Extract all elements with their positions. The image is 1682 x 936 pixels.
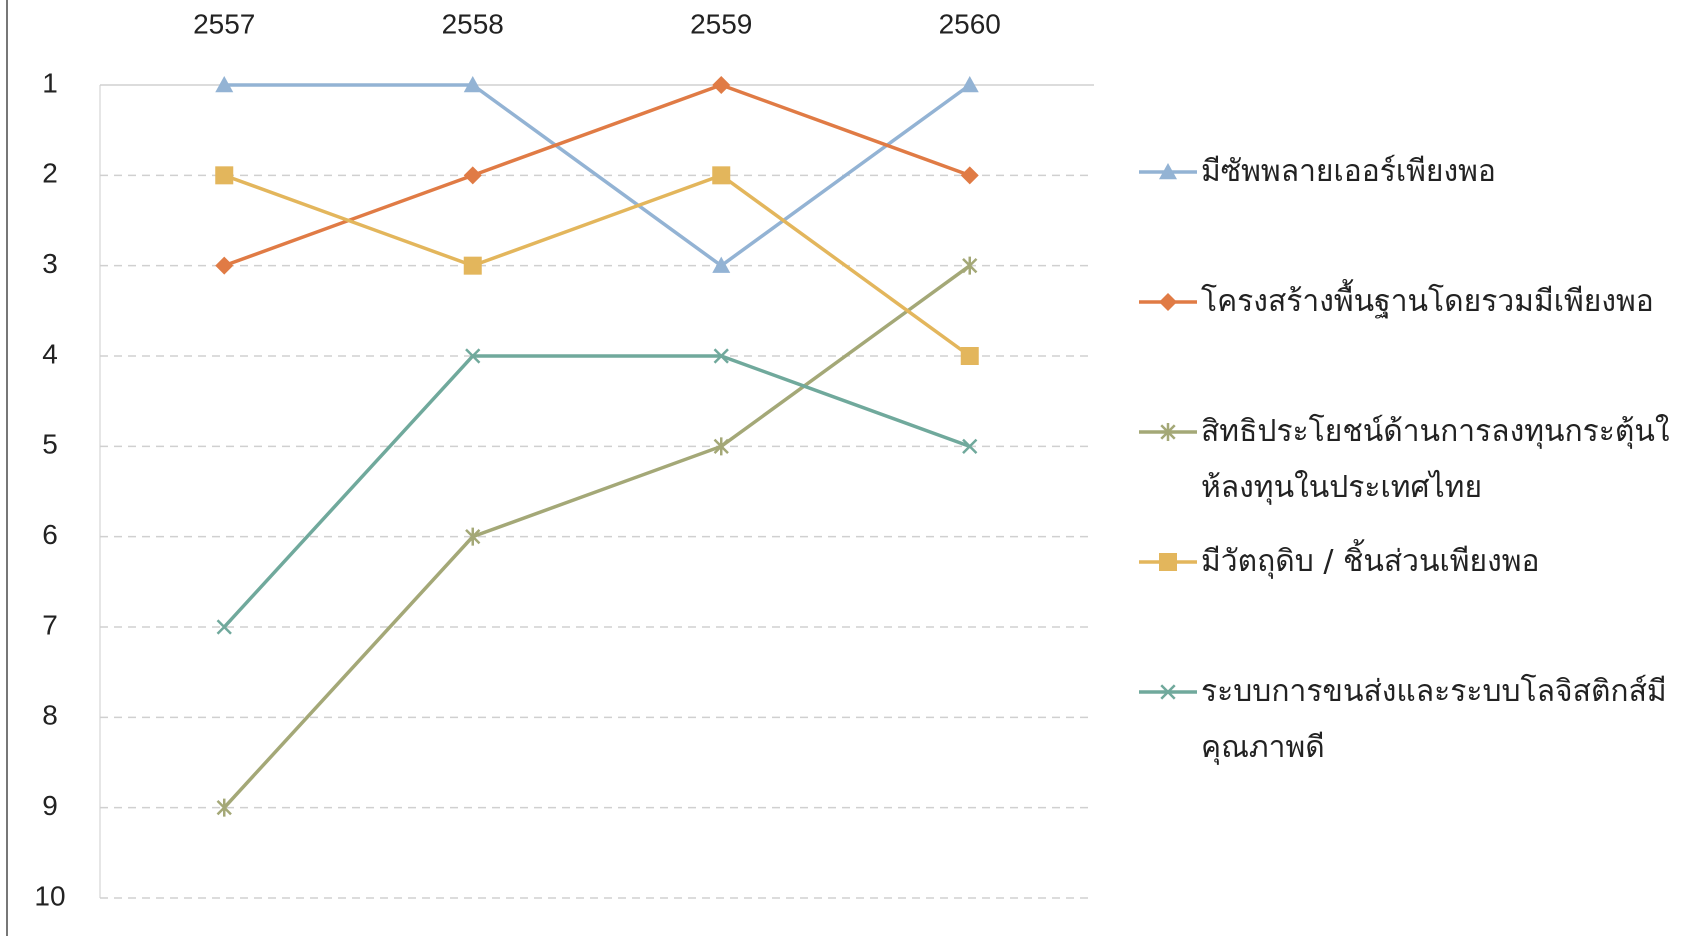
marker	[962, 438, 978, 454]
marker	[1160, 684, 1176, 700]
marker	[712, 76, 731, 94]
x-tick-label: 2559	[690, 8, 752, 39]
marker	[962, 256, 978, 275]
marker	[463, 166, 482, 185]
marker	[215, 76, 234, 93]
marker	[216, 619, 232, 635]
y-tick-label: 2	[42, 158, 58, 189]
legend-label: ระบบการขนส่งและระบบโลจิสติกส์มีคุณภาพดี	[1201, 674, 1667, 765]
legend-icon	[1139, 163, 1197, 180]
legend-label: สิทธิประโยชน์ด้านการลงทุนกระตุ้นให้ลงทุน…	[1201, 414, 1670, 505]
x-tick-label: 2558	[442, 8, 504, 39]
legend-icon	[1139, 293, 1197, 311]
series-line	[222, 264, 971, 809]
legend-entry: สิทธิประโยชน์ด้านการลงทุนกระตุ้นให้ลงทุน…	[1139, 404, 1679, 516]
marker	[1160, 423, 1176, 441]
marker	[713, 437, 729, 456]
y-tick-label: 10	[34, 880, 65, 911]
marker	[465, 527, 481, 546]
legend-icon	[1139, 553, 1197, 571]
marker	[463, 256, 482, 275]
marker	[712, 166, 731, 185]
y-tick-label: 5	[42, 429, 58, 460]
marker	[1159, 293, 1177, 311]
marker	[465, 348, 481, 364]
y-tick-label: 9	[42, 790, 58, 821]
series-line	[222, 354, 971, 629]
marker	[215, 166, 234, 185]
marker	[960, 347, 979, 365]
legend-label: โครงสร้างพื้นฐานโดยรวมมีเพียงพอ	[1201, 284, 1654, 319]
y-tick-label: 1	[42, 67, 58, 98]
marker	[463, 76, 482, 93]
marker	[215, 256, 234, 275]
legend-entry: โครงสร้างพื้นฐานโดยรวมมีเพียงพอ	[1139, 274, 1679, 330]
y-tick-label: 8	[42, 700, 58, 731]
x-tick-label: 2560	[939, 8, 1001, 39]
marker	[1159, 553, 1177, 571]
legend-entry: มีซัพพลายเออร์เพียงพอ	[1139, 144, 1679, 200]
marker	[960, 166, 979, 185]
marker	[960, 76, 979, 93]
legend-icon	[1139, 684, 1197, 700]
legend-label: มีซัพพลายเออร์เพียงพอ	[1201, 154, 1496, 189]
legend-icon	[1139, 423, 1197, 441]
series-line	[223, 173, 971, 358]
legend-label: มีวัตถุดิบ / ชิ้นส่วนเพียงพอ	[1201, 544, 1540, 579]
y-tick-label: 7	[42, 609, 58, 640]
y-tick-label: 4	[42, 338, 58, 369]
series-line	[224, 83, 971, 268]
y-tick-label: 3	[42, 248, 58, 279]
x-tick-label: 2557	[193, 8, 255, 39]
marker	[713, 348, 729, 364]
legend-entry: ระบบการขนส่งและระบบโลจิสติกส์มีคุณภาพดี	[1139, 664, 1679, 776]
legend-entry: มีวัตถุดิบ / ชิ้นส่วนเพียงพอ	[1139, 534, 1679, 590]
marker	[712, 256, 731, 273]
marker	[216, 798, 232, 817]
marker	[1159, 163, 1177, 180]
y-tick-label: 6	[42, 519, 58, 550]
